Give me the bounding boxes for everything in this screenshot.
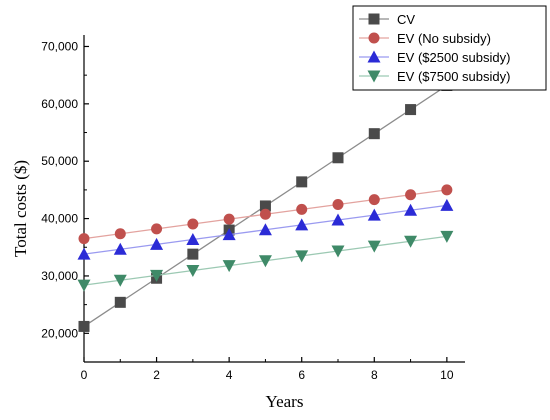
legend: CV EV (No subsidy) EV ($2500 subsidy) EV ($… <box>352 5 547 91</box>
data-point <box>440 230 454 243</box>
data-point <box>150 237 164 250</box>
series-1 <box>78 79 453 332</box>
data-point <box>367 240 381 253</box>
data-point <box>296 203 308 215</box>
x-tick-label: 2 <box>153 368 160 382</box>
y-tick-label: 20,000 <box>41 326 78 340</box>
x-tick-label: 4 <box>226 368 233 382</box>
plot-area: 0 2 4 6 8 10 20,000 30,000 40,000 50,000 60,000 70… <box>41 35 465 382</box>
data-point <box>367 208 381 221</box>
data-point <box>331 213 345 226</box>
data-point <box>332 199 344 211</box>
data-point <box>296 176 308 188</box>
legend-item: EV ($7500 subsidy) <box>359 69 510 84</box>
data-point <box>78 320 90 332</box>
data-point <box>405 104 417 116</box>
legend-label: EV ($7500 subsidy) <box>397 69 510 84</box>
y-axis-title: Total costs ($) <box>11 160 30 257</box>
series-2 <box>78 184 453 245</box>
data-point <box>259 200 271 212</box>
series-layer <box>77 79 454 332</box>
series-4 <box>77 230 454 292</box>
legend-item: EV (No subsidy) <box>359 31 491 46</box>
data-point <box>187 218 199 230</box>
data-point <box>223 213 235 225</box>
x-tick-label: 10 <box>440 368 454 382</box>
data-point <box>222 260 236 273</box>
data-point <box>186 264 200 277</box>
data-point <box>440 198 454 211</box>
data-point <box>77 247 91 260</box>
y-tick-label: 70,000 <box>41 39 78 53</box>
data-point <box>78 233 90 245</box>
data-point <box>368 128 380 140</box>
data-point <box>114 296 126 308</box>
data-point <box>187 248 199 260</box>
x-axis-title: Years <box>266 392 304 411</box>
series-3 <box>77 198 454 260</box>
data-point <box>441 184 453 196</box>
data-point <box>368 194 380 206</box>
y-axis-ticks: 20,000 30,000 40,000 50,000 60,000 70,000 <box>41 39 89 340</box>
legend-label: CV <box>397 12 415 27</box>
legend-marker <box>367 70 381 83</box>
legend-label: EV ($2500 subsidy) <box>397 50 510 65</box>
data-point <box>331 245 345 258</box>
data-point <box>114 228 126 240</box>
y-tick-label: 40,000 <box>41 212 78 226</box>
data-point <box>150 269 164 282</box>
data-point <box>332 152 344 164</box>
data-point <box>404 235 418 248</box>
data-point <box>258 255 272 268</box>
y-tick-label: 50,000 <box>41 154 78 168</box>
data-point <box>113 274 127 287</box>
data-point <box>258 223 272 236</box>
data-point <box>295 250 309 263</box>
x-axis-ticks: 0 2 4 6 8 10 <box>81 357 454 382</box>
data-point <box>404 203 418 216</box>
legend-marker <box>367 50 381 63</box>
data-point <box>222 228 236 241</box>
legend-label: EV (No subsidy) <box>397 31 491 46</box>
legend-item: CV <box>359 12 415 27</box>
x-tick-label: 0 <box>81 368 88 382</box>
x-tick-label: 8 <box>371 368 378 382</box>
legend-marker <box>368 32 380 44</box>
legend-marker <box>368 13 380 25</box>
data-point <box>151 223 163 235</box>
data-point <box>186 233 200 246</box>
x-tick-label: 6 <box>298 368 305 382</box>
legend-item: EV ($2500 subsidy) <box>359 50 510 65</box>
data-point <box>405 189 417 201</box>
y-tick-label: 60,000 <box>41 97 78 111</box>
data-point <box>295 218 309 231</box>
data-point <box>77 279 91 292</box>
data-point <box>259 208 271 220</box>
y-tick-label: 30,000 <box>41 269 78 283</box>
data-point <box>113 242 127 255</box>
